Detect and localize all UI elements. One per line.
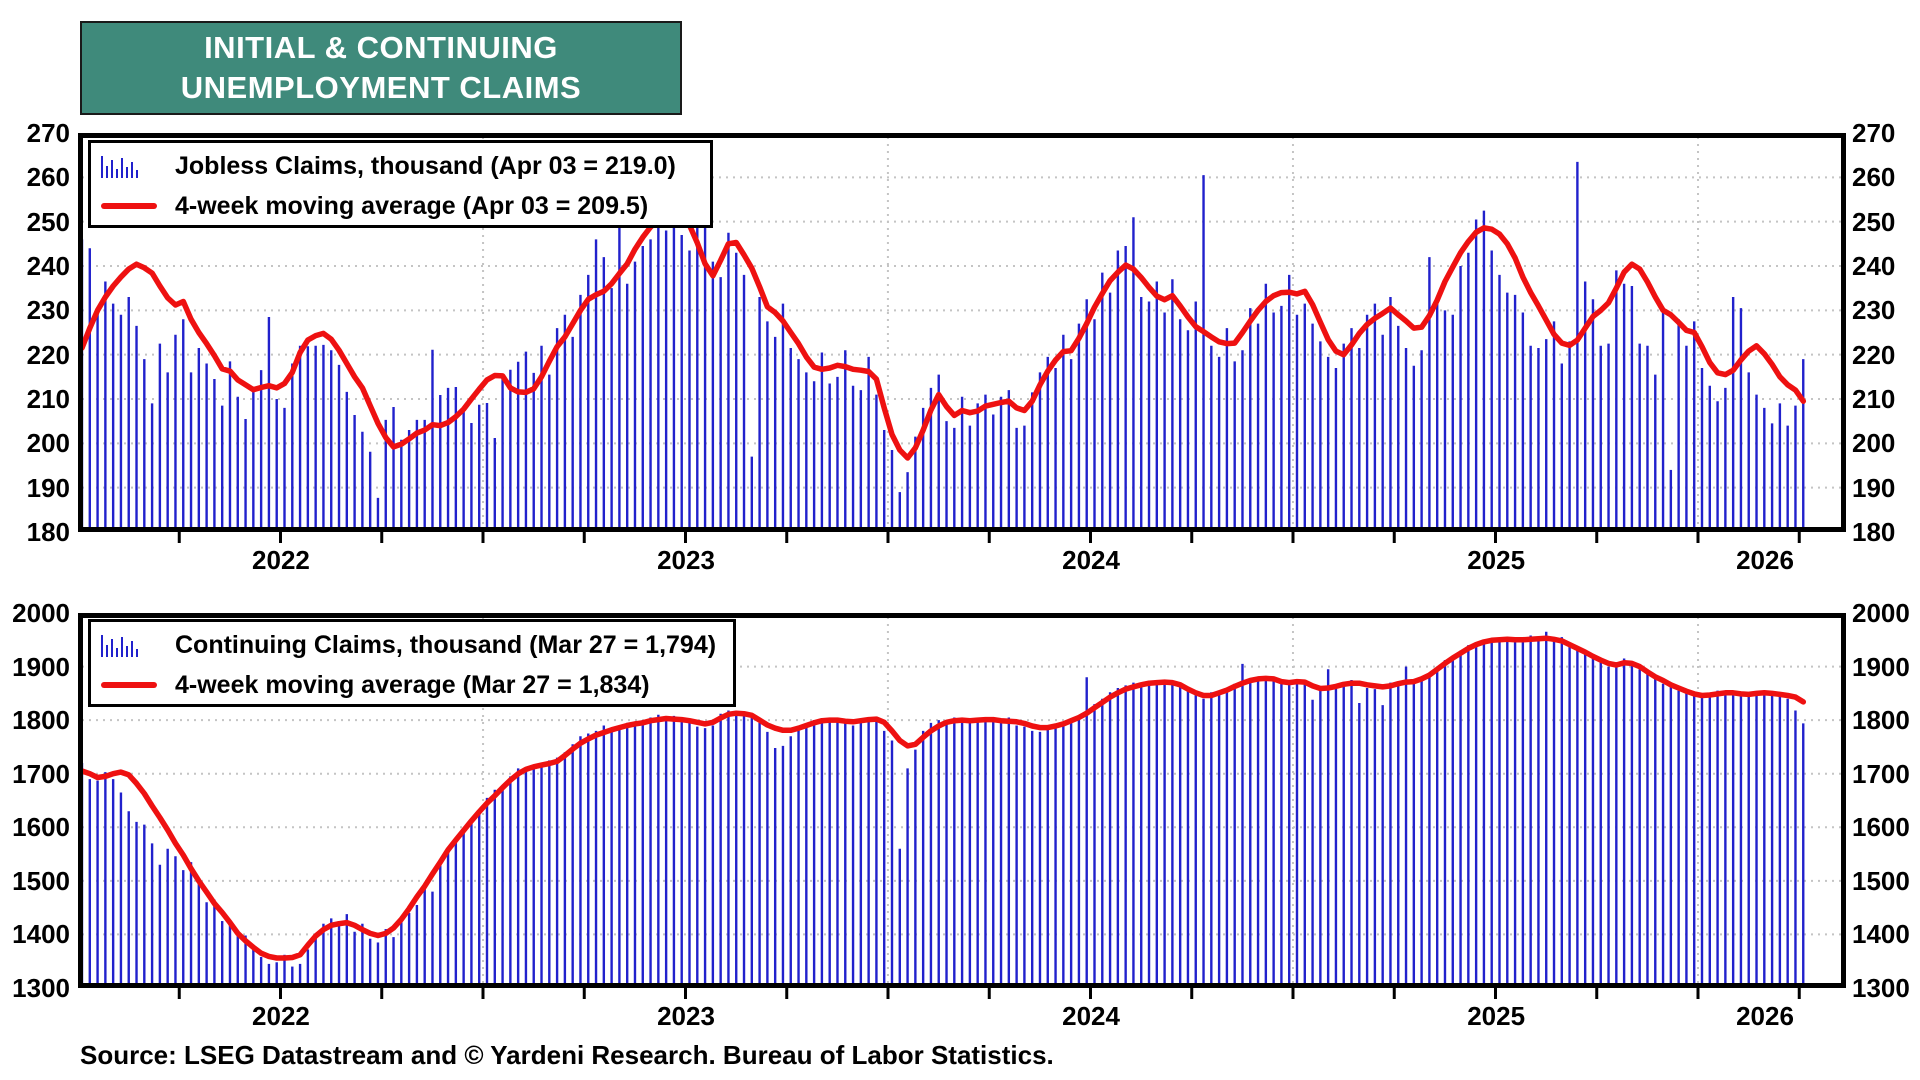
- y-axis-label: 200: [26, 428, 70, 459]
- y-axis-label: 240: [26, 251, 70, 281]
- x-axis-year-label: 2025: [1467, 545, 1526, 575]
- y-axis-label: 1800: [1852, 705, 1910, 736]
- y-axis-label: 1700: [1852, 758, 1910, 789]
- legend-label-continuing-ma: 4-week moving average (Mar 27 = 1,834): [175, 670, 650, 699]
- moving-average-line-icon: [101, 203, 157, 209]
- y-axis-label: 270: [26, 118, 70, 148]
- chart-title-box: INITIAL & CONTINUING UNEMPLOYMENT CLAIMS: [80, 21, 682, 115]
- y-axis-label: 260: [26, 162, 70, 193]
- y-axis-label: 1800: [12, 705, 70, 736]
- source-note: Source: LSEG Datastream and © Yardeni Re…: [80, 1040, 1054, 1070]
- y-axis-label: 220: [1852, 339, 1896, 370]
- moving-average-line-icon: [101, 682, 157, 688]
- y-axis-label: 1500: [1852, 865, 1910, 896]
- initial-claims-chart: [78, 133, 1846, 543]
- legend-row-bars: Jobless Claims, thousand (Apr 03 = 219.0…: [101, 146, 700, 186]
- y-axis-label: 230: [26, 295, 70, 326]
- x-axis-year-label: 2026: [1736, 545, 1794, 575]
- y-axis-label: 190: [26, 472, 70, 503]
- y-axis-label: 270: [1852, 118, 1896, 148]
- x-axis-year-label: 2023: [657, 1001, 715, 1031]
- bar-series-icon: [101, 154, 163, 178]
- x-axis-year-label: 2026: [1736, 1001, 1794, 1031]
- legend-initial-claims: Jobless Claims, thousand (Apr 03 = 219.0…: [88, 140, 713, 228]
- x-axis-year-label: 2025: [1467, 1001, 1526, 1031]
- y-axis-label: 190: [1852, 472, 1896, 503]
- legend-label-jobless-claims: Jobless Claims, thousand (Apr 03 = 219.0…: [175, 151, 676, 180]
- y-axis-label: 210: [26, 384, 70, 414]
- x-axis-year-label: 2024: [1062, 545, 1120, 575]
- legend-row-ma: 4-week moving average (Apr 03 = 209.5): [101, 186, 700, 226]
- legend-row-bars: Continuing Claims, thousand (Mar 27 = 1,…: [101, 625, 723, 665]
- legend-row-ma: 4-week moving average (Mar 27 = 1,834): [101, 665, 723, 705]
- x-axis-year-label: 2024: [1062, 1001, 1120, 1031]
- y-axis-label: 220: [26, 339, 70, 370]
- y-axis-label: 180: [26, 517, 70, 547]
- y-axis-label: 1400: [1852, 919, 1910, 950]
- x-axis-year-label: 2022: [252, 1001, 310, 1031]
- y-axis-label: 1600: [1852, 812, 1910, 843]
- legend-continuing-claims: Continuing Claims, thousand (Mar 27 = 1,…: [88, 619, 736, 707]
- y-axis-label: 230: [1852, 295, 1896, 326]
- y-axis-label: 1900: [1852, 651, 1910, 682]
- bar-series-icon: [101, 633, 163, 657]
- y-axis-label: 2000: [1852, 598, 1910, 628]
- y-axis-label: 200: [1852, 428, 1896, 459]
- y-axis-label: 1600: [12, 812, 70, 843]
- y-axis-label: 250: [1852, 206, 1896, 237]
- y-axis-label: 180: [1852, 517, 1896, 547]
- y-axis-label: 2000: [12, 598, 70, 628]
- chart-title-line-2: UNEMPLOYMENT CLAIMS: [180, 70, 582, 105]
- legend-label-jobless-ma: 4-week moving average (Apr 03 = 209.5): [175, 191, 649, 220]
- y-axis-label: 250: [26, 206, 70, 237]
- continuing-claims-chart: [78, 613, 1846, 999]
- x-axis-year-label: 2023: [657, 545, 715, 575]
- chart-title-line-1: INITIAL & CONTINUING: [204, 30, 558, 65]
- y-axis-label: 1500: [12, 865, 70, 896]
- y-axis-label: 1900: [12, 651, 70, 682]
- y-axis-label: 240: [1852, 251, 1896, 281]
- y-axis-label: 1300: [1852, 973, 1910, 1003]
- y-axis-label: 1700: [12, 758, 70, 789]
- y-axis-label: 260: [1852, 162, 1896, 193]
- x-axis-year-label: 2022: [252, 545, 310, 575]
- y-axis-label: 210: [1852, 384, 1896, 414]
- legend-label-continuing-claims: Continuing Claims, thousand (Mar 27 = 1,…: [175, 630, 717, 659]
- y-axis-label: 1400: [12, 919, 70, 950]
- y-axis-label: 1300: [12, 973, 70, 1003]
